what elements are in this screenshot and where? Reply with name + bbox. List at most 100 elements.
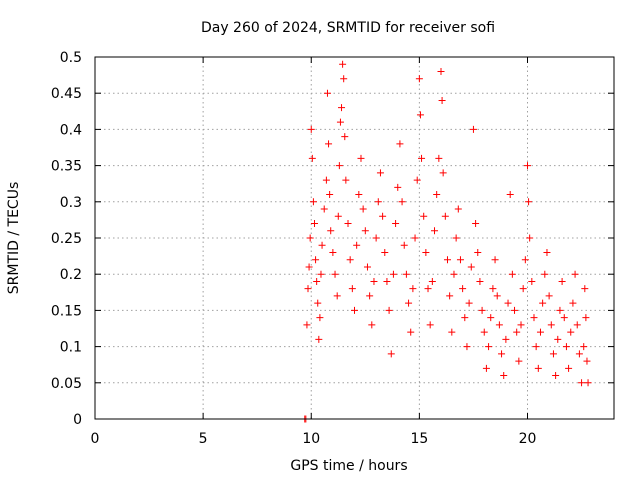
data-point [582, 314, 590, 322]
data-point [536, 328, 544, 336]
data-point [567, 328, 575, 336]
data-point [387, 350, 395, 358]
data-point [513, 328, 521, 336]
data-point [439, 169, 447, 177]
data-point [472, 220, 480, 228]
data-point [357, 154, 365, 162]
data-point [459, 285, 467, 293]
data-point [413, 176, 421, 184]
data-point [454, 205, 462, 213]
data-point [426, 321, 434, 329]
y-tick-label: 0.25 [51, 231, 82, 247]
data-point [368, 321, 376, 329]
data-point [370, 277, 378, 285]
data-point [571, 270, 579, 278]
data-point [305, 263, 313, 271]
data-point [400, 241, 408, 249]
y-tick-label: 0.45 [51, 86, 82, 102]
data-point [530, 314, 538, 322]
data-point [443, 256, 451, 264]
data-point [491, 256, 499, 264]
data-point [312, 256, 320, 264]
data-point [402, 270, 410, 278]
data-point [476, 277, 484, 285]
data-point [482, 364, 490, 372]
data-point [581, 285, 589, 293]
data-points [301, 60, 592, 423]
data-point [437, 67, 445, 75]
data-point [508, 270, 516, 278]
data-point [569, 299, 577, 307]
y-axis-label: SRMTID / TECUs [6, 182, 22, 295]
data-point [456, 256, 464, 264]
data-point [448, 328, 456, 336]
y-tick-label: 0.05 [51, 376, 82, 392]
y-tick-label: 0.3 [60, 195, 82, 211]
data-point [504, 299, 512, 307]
data-point [409, 285, 417, 293]
x-tick-label: 15 [410, 431, 428, 447]
data-point [314, 299, 322, 307]
data-point [521, 256, 529, 264]
data-point [461, 314, 469, 322]
data-point [389, 270, 397, 278]
data-point [534, 364, 542, 372]
data-point [506, 191, 514, 199]
data-point [478, 306, 486, 314]
data-point [331, 270, 339, 278]
data-point [474, 248, 482, 256]
data-point [366, 292, 374, 300]
data-point [580, 343, 588, 351]
data-point [340, 75, 348, 83]
data-point [498, 350, 506, 358]
data-point [502, 335, 510, 343]
data-point [344, 220, 352, 228]
data-point [317, 270, 325, 278]
data-point [485, 343, 493, 351]
data-point [558, 277, 566, 285]
data-point [348, 285, 356, 293]
data-point [517, 321, 525, 329]
data-point [309, 198, 317, 206]
data-point [308, 154, 316, 162]
data-point [307, 125, 315, 133]
x-tick-label: 20 [519, 431, 537, 447]
data-point [467, 263, 475, 271]
data-point [495, 321, 503, 329]
data-point [541, 270, 549, 278]
data-point [431, 227, 439, 235]
data-point [361, 227, 369, 235]
data-point [446, 292, 454, 300]
data-point [420, 212, 428, 220]
data-point [310, 220, 318, 228]
x-axis-label: GPS time / hours [290, 458, 407, 474]
data-point [396, 140, 404, 148]
data-point [339, 60, 347, 68]
data-point [562, 343, 570, 351]
data-point [560, 314, 568, 322]
y-tick-label: 0 [73, 412, 82, 428]
data-point [452, 234, 460, 242]
data-point [543, 248, 551, 256]
data-point [500, 372, 508, 380]
data-point [416, 111, 424, 119]
data-point [398, 198, 406, 206]
axis-ticks: 0 0.05 0.1 0.15 0.2 0.25 0.3 0.35 0.4 0.45 0.5 0 5 10… [51, 50, 614, 447]
data-point [342, 176, 350, 184]
data-point [493, 292, 501, 300]
y-tick-label: 0.5 [60, 50, 82, 66]
data-point [355, 191, 363, 199]
data-point [545, 292, 553, 300]
data-point [315, 335, 323, 343]
data-point [320, 205, 328, 213]
data-point [407, 328, 415, 336]
data-point [336, 118, 344, 126]
data-point [424, 285, 432, 293]
x-tick-label: 5 [199, 431, 208, 447]
data-point [335, 162, 343, 170]
data-point [322, 176, 330, 184]
data-point [435, 154, 443, 162]
data-point [556, 306, 564, 314]
data-point [338, 104, 346, 112]
data-point [547, 321, 555, 329]
